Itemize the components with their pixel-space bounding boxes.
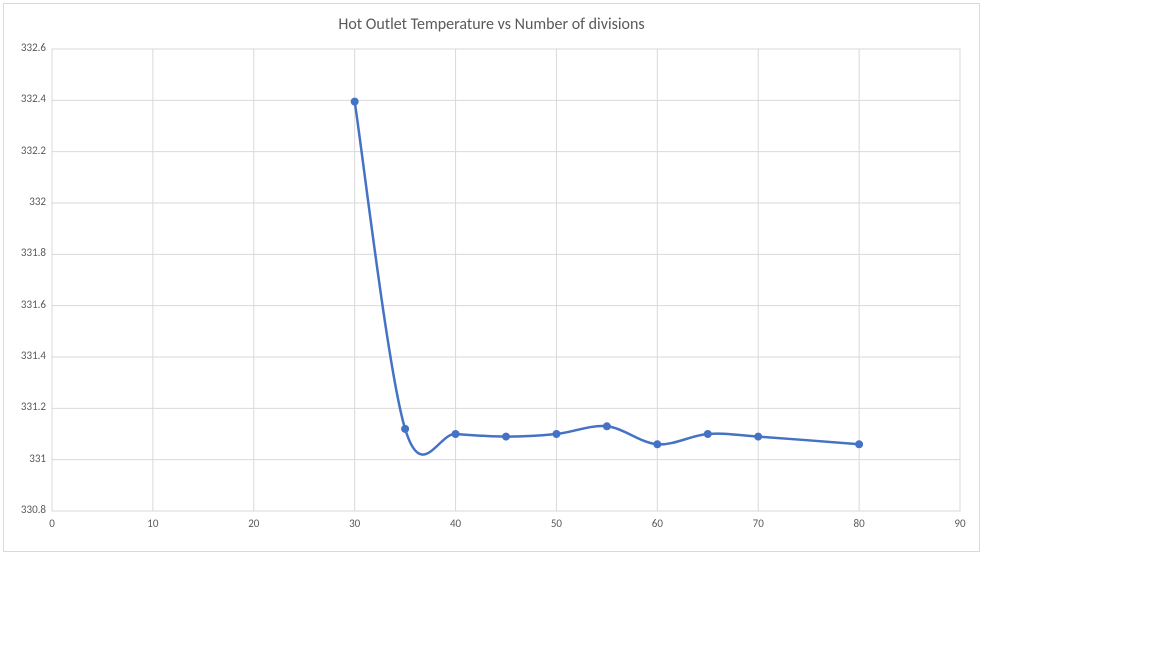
series-line xyxy=(355,102,859,455)
axis-tick-label: 30 xyxy=(349,517,360,530)
series-svg xyxy=(0,0,1152,648)
axis-tick-label: 331 xyxy=(29,452,46,465)
axis-tick-label: 332.2 xyxy=(21,144,46,157)
axis-tick-label: 331.8 xyxy=(21,246,46,259)
series-marker xyxy=(603,422,611,430)
series-marker xyxy=(552,430,560,438)
axis-tick-label: 331.2 xyxy=(21,400,46,413)
axis-tick-label: 331.4 xyxy=(21,349,46,362)
series-marker xyxy=(502,433,510,441)
axis-tick-label: 80 xyxy=(854,517,865,530)
series-marker xyxy=(653,440,661,448)
axis-tick-label: 20 xyxy=(248,517,259,530)
series-marker xyxy=(351,98,359,106)
axis-tick-label: 70 xyxy=(753,517,764,530)
axis-tick-label: 330.8 xyxy=(21,503,46,516)
axis-tick-label: 90 xyxy=(954,517,965,530)
axis-tick-label: 332 xyxy=(29,195,46,208)
axis-tick-label: 50 xyxy=(551,517,562,530)
axis-tick-label: 332.6 xyxy=(21,41,46,54)
axis-tick-label: 332.4 xyxy=(21,92,46,105)
axis-tick-label: 0 xyxy=(49,517,55,530)
series-marker xyxy=(452,430,460,438)
axis-tick-label: 10 xyxy=(147,517,158,530)
axis-tick-label: 60 xyxy=(652,517,663,530)
axis-tick-label: 331.6 xyxy=(21,298,46,311)
axis-tick-label: 40 xyxy=(450,517,461,530)
series-marker xyxy=(401,425,409,433)
series-marker xyxy=(754,433,762,441)
series-marker xyxy=(855,440,863,448)
series-marker xyxy=(704,430,712,438)
